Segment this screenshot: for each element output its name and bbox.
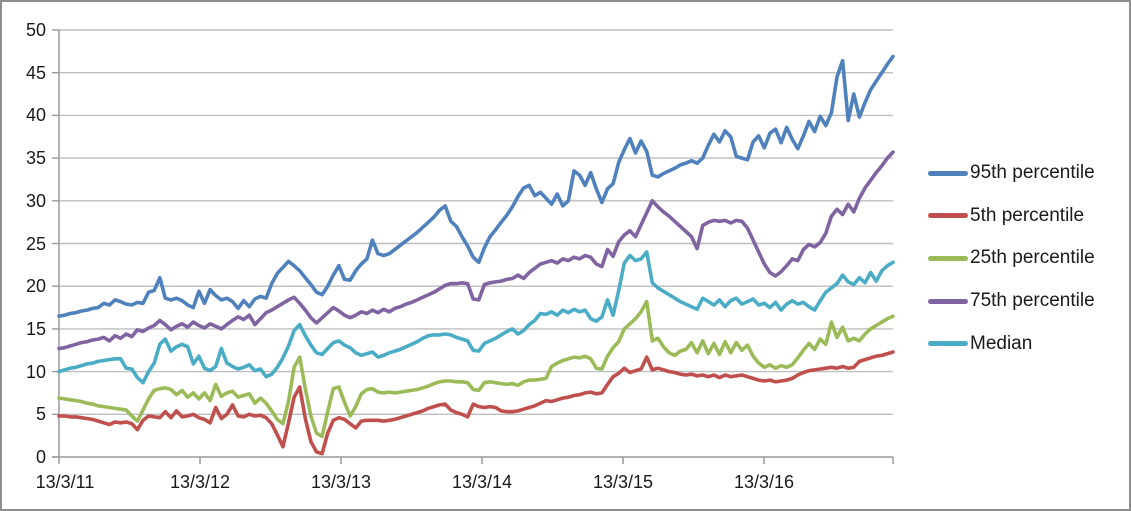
legend-line-swatch: [928, 341, 968, 347]
x-tick-label: 13/3/13: [310, 472, 371, 492]
x-tick-label: 13/3/14: [451, 472, 513, 492]
y-tick-label: 5: [35, 404, 46, 425]
legend-label: 75th percentile: [970, 290, 1095, 312]
x-tick-label: 13/3/11: [35, 472, 95, 492]
legend-item-25th-percentile: 25th percentile: [928, 246, 1095, 270]
y-tick-label: 40: [25, 105, 46, 126]
y-tick-label: 10: [25, 361, 46, 382]
series-line-95th-percentile: [57, 54, 895, 318]
y-tick-label: 25: [25, 233, 46, 254]
y-tick-label: 35: [25, 148, 46, 169]
y-tick-label: 0: [35, 447, 46, 467]
legend-label: 95th percentile: [970, 162, 1095, 183]
legend-label: Median: [970, 332, 1033, 354]
y-tick-label: 15: [25, 318, 46, 339]
y-tick-label: 30: [25, 190, 46, 211]
series-line-75th-percentile: [57, 150, 895, 351]
legend-item-95th-percentile: 95th percentile: [928, 161, 1095, 185]
y-tick-label: 20: [25, 276, 46, 297]
legend-line-swatch: [928, 213, 968, 219]
series-line-5th-percentile: [57, 350, 895, 456]
legend-item-75th-percentile: 75th percentile: [928, 289, 1095, 313]
x-tick-label: 13/3/12: [169, 472, 231, 492]
legend-line-swatch: [928, 170, 968, 176]
y-tick-label: 50: [25, 20, 46, 40]
x-tick-label: 13/3/15: [593, 472, 654, 492]
y-tick-label: 45: [25, 62, 46, 83]
legend-item-median: Median: [928, 332, 1032, 356]
legend-line-swatch: [928, 255, 968, 261]
legend-label: 5th percentile: [970, 204, 1085, 226]
series-line-median: [57, 250, 895, 385]
series-line-25th-percentile: [57, 299, 895, 439]
legend-item-5th-percentile: 5th percentile: [928, 204, 1084, 228]
legend-line-swatch: [928, 298, 968, 304]
x-tick-label: 13/3/16: [733, 472, 794, 492]
legend-label: 25th percentile: [970, 247, 1095, 269]
